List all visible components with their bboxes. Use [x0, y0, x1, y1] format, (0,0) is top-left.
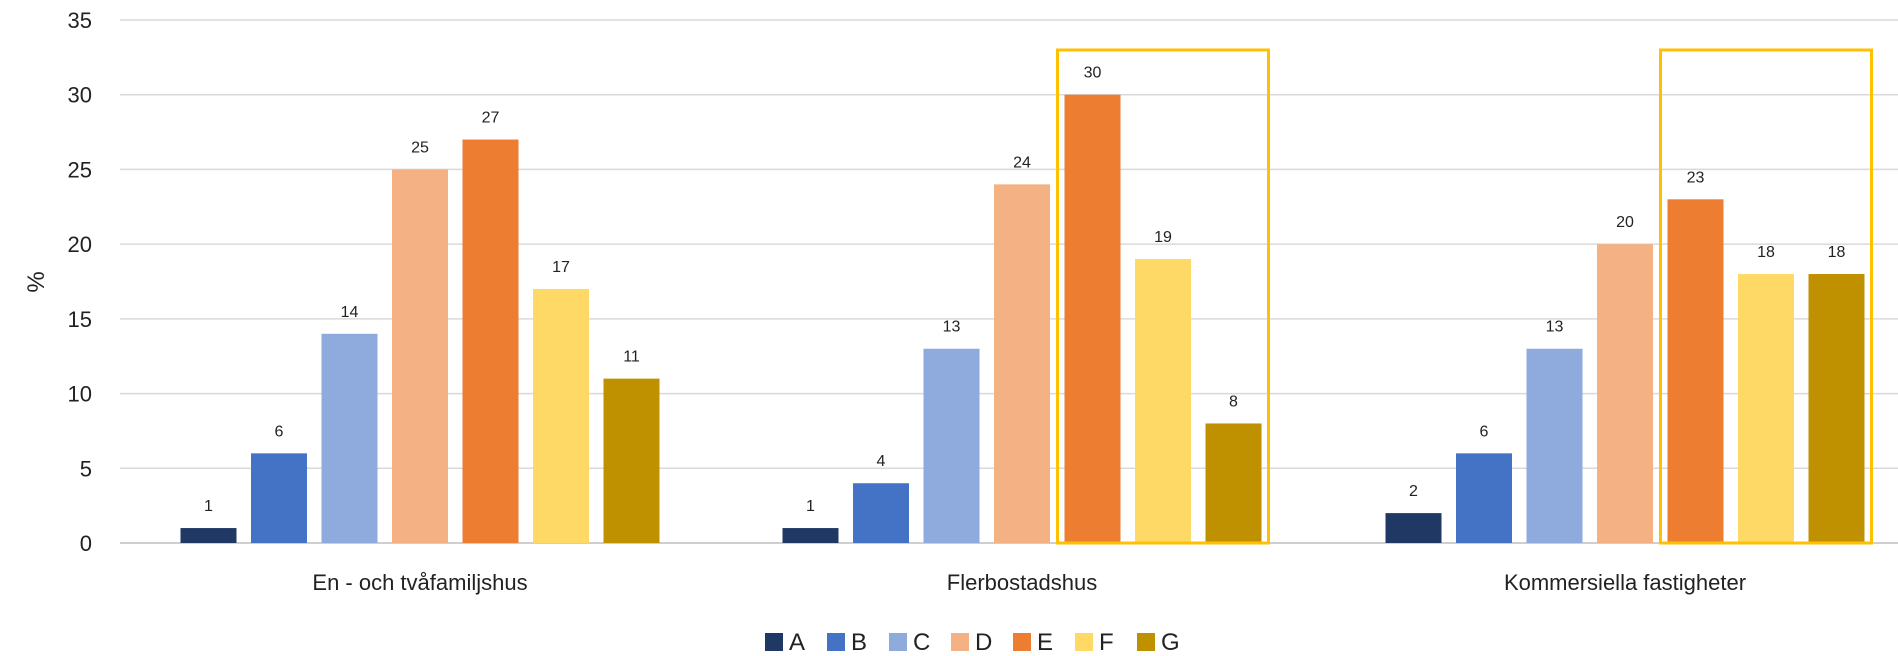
bar-f-2	[1135, 259, 1191, 543]
data-label: 6	[275, 423, 284, 440]
bar-c-2	[923, 348, 980, 543]
legend-label: D	[975, 629, 992, 656]
y-tick-label: 0	[80, 531, 92, 556]
y-axis-ticks: 0 5 10 15 20 25 30 35	[68, 8, 92, 556]
data-label: 27	[482, 110, 500, 127]
highlight-box	[1056, 48, 1270, 545]
bar-d-3	[1597, 244, 1653, 543]
data-label: 8	[1229, 393, 1238, 410]
legend-label: B	[851, 629, 867, 656]
bar-b-1	[251, 453, 307, 543]
data-label: 25	[411, 139, 429, 156]
y-tick-label: 25	[68, 157, 92, 182]
legend-label: F	[1099, 629, 1114, 656]
data-label: 13	[943, 319, 961, 336]
data-label: 6	[1480, 423, 1489, 440]
bar-d-2	[994, 184, 1050, 543]
bar-g-3	[1808, 274, 1865, 543]
bar-b-3	[1456, 453, 1512, 543]
bars	[180, 94, 1865, 544]
x-axis-category-labels: En - och tvåfamiljshus Flerbostadshus Komm…	[312, 570, 1746, 595]
bar-g-2	[1205, 423, 1262, 543]
legend-swatch-f	[1075, 633, 1093, 651]
data-label: 17	[552, 259, 570, 276]
legend-label: E	[1037, 629, 1053, 656]
data-label: 14	[341, 304, 359, 321]
legend-swatch-a	[765, 633, 783, 651]
legend-swatch-c	[889, 633, 907, 651]
data-label: 30	[1084, 65, 1102, 82]
category-label: Flerbostadshus	[947, 570, 1097, 595]
y-tick-label: 5	[80, 456, 92, 481]
bar-e-1	[462, 139, 519, 544]
bar-b-2	[853, 483, 909, 543]
data-label: 20	[1616, 214, 1634, 231]
legend-swatch-e	[1013, 633, 1031, 651]
bar-f-3	[1738, 274, 1794, 543]
data-label: 1	[806, 498, 815, 515]
highlight-boxes	[1056, 48, 1873, 545]
bar-a-3	[1385, 513, 1442, 543]
legend-label: C	[913, 629, 930, 656]
y-tick-label: 15	[68, 307, 92, 332]
data-label: 19	[1154, 229, 1172, 246]
bar-d-1	[392, 169, 448, 543]
bar-g-1	[603, 378, 660, 543]
legend-swatch-b	[827, 633, 845, 651]
legend: A B C D E F G	[765, 629, 1180, 656]
data-label: 13	[1546, 319, 1564, 336]
bar-a-1	[180, 528, 237, 543]
category-label: Kommersiella fastigheter	[1504, 570, 1746, 595]
data-label: 23	[1687, 169, 1705, 186]
y-tick-label: 10	[68, 382, 92, 407]
bar-e-2	[1064, 94, 1121, 543]
bar-c-1	[321, 333, 378, 543]
bar-e-3	[1667, 199, 1724, 544]
bar-a-2	[782, 528, 839, 543]
legend-label: A	[789, 629, 805, 656]
data-label: 24	[1013, 154, 1031, 171]
y-tick-label: 30	[68, 83, 92, 108]
data-label: 18	[1757, 244, 1775, 261]
y-axis-label: %	[23, 271, 50, 292]
data-label: 4	[877, 453, 886, 470]
legend-swatch-d	[951, 633, 969, 651]
legend-swatch-g	[1137, 633, 1155, 651]
data-label: 18	[1828, 244, 1846, 261]
category-label: En - och tvåfamiljshus	[312, 570, 527, 595]
bar-f-1	[533, 288, 589, 543]
y-tick-label: 35	[68, 8, 92, 33]
data-label: 1	[204, 498, 213, 515]
data-label: 2	[1409, 483, 1418, 500]
data-label: 11	[623, 349, 640, 366]
legend-label: G	[1161, 629, 1180, 656]
y-tick-label: 20	[68, 232, 92, 257]
highlight-box	[1659, 48, 1873, 545]
bar-c-3	[1526, 348, 1583, 543]
